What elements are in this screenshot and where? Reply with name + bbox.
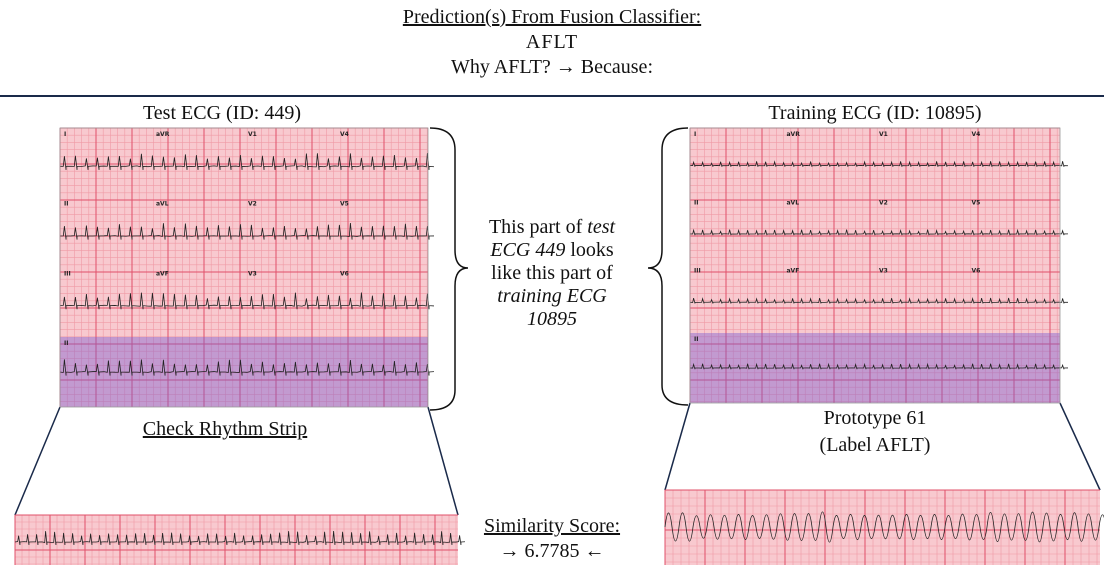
zoom-line — [428, 407, 458, 515]
lead-label: aVR — [156, 131, 170, 138]
lead-label: III — [64, 270, 71, 277]
question: Why AFLT? → Because: — [451, 56, 653, 79]
text: 10895 — [527, 308, 577, 330]
lead-label: V4 — [972, 131, 981, 138]
lead-label: aVL — [787, 199, 800, 206]
arrow: ← — [585, 540, 605, 562]
brace — [430, 128, 468, 410]
lead-label: II — [694, 199, 698, 206]
lead-label: III — [694, 268, 701, 275]
explanation-line: This part of test — [489, 216, 615, 239]
lead-label: I — [694, 131, 696, 138]
lead-label: V2 — [248, 201, 257, 208]
explanation-line: 10895 — [527, 308, 577, 331]
score: 6.7785 — [525, 540, 580, 562]
caption: Prototype 61 — [824, 407, 927, 430]
text: This part of — [489, 216, 587, 238]
caption: Check Rhythm Strip — [143, 418, 307, 441]
lead-label: V1 — [879, 131, 888, 138]
lead-label: II — [64, 340, 68, 347]
text: ECG 449 — [490, 239, 565, 261]
lead-label: V1 — [248, 131, 257, 138]
brace — [648, 128, 688, 405]
lead-label: aVF — [156, 270, 169, 277]
explanation-line: training ECG — [497, 285, 606, 308]
lead-label: V5 — [340, 201, 349, 208]
zoom-line — [665, 403, 690, 490]
lead-label: II — [694, 336, 698, 343]
lead-label: V2 — [879, 199, 888, 206]
zoom-line — [1060, 403, 1100, 490]
title: Prediction(s) From Fusion Classifier: — [403, 6, 701, 29]
explanation-line: ECG 449 looks — [490, 239, 613, 262]
lead-label: V6 — [340, 270, 349, 277]
lead-label: V3 — [879, 268, 888, 275]
figure: IaVRV1V4IIaVLV2V5IIIaVFV3V6IIIaVRV1V4IIa… — [0, 0, 1104, 575]
similarity-score: → 6.7785 ← — [500, 540, 605, 563]
test-ecg-title: Test ECG (ID: 449) — [143, 102, 301, 125]
explanation-line: like this part of — [491, 262, 613, 285]
caption: (Label AFLT) — [820, 434, 931, 457]
lead-label: aVL — [156, 201, 169, 208]
lead-label: V3 — [248, 270, 257, 277]
text: test — [587, 216, 615, 238]
text: looks — [565, 239, 613, 261]
zoom-line — [15, 407, 60, 515]
lead-label: V6 — [972, 268, 981, 275]
text: training ECG — [497, 285, 606, 307]
lead-label: I — [64, 131, 66, 138]
similarity-label: Similarity Score: — [484, 515, 620, 538]
lead-label: V4 — [340, 131, 349, 138]
lead-label: aVF — [787, 268, 800, 275]
text: like this part of — [491, 262, 613, 284]
lead-label: V5 — [972, 199, 981, 206]
lead-label: II — [64, 201, 68, 208]
training-ecg-title: Training ECG (ID: 10895) — [768, 102, 981, 125]
arrow: → — [500, 540, 520, 562]
lead-label: aVR — [787, 131, 801, 138]
prediction: AFLT — [526, 31, 578, 54]
ecg-paper — [15, 515, 458, 565]
